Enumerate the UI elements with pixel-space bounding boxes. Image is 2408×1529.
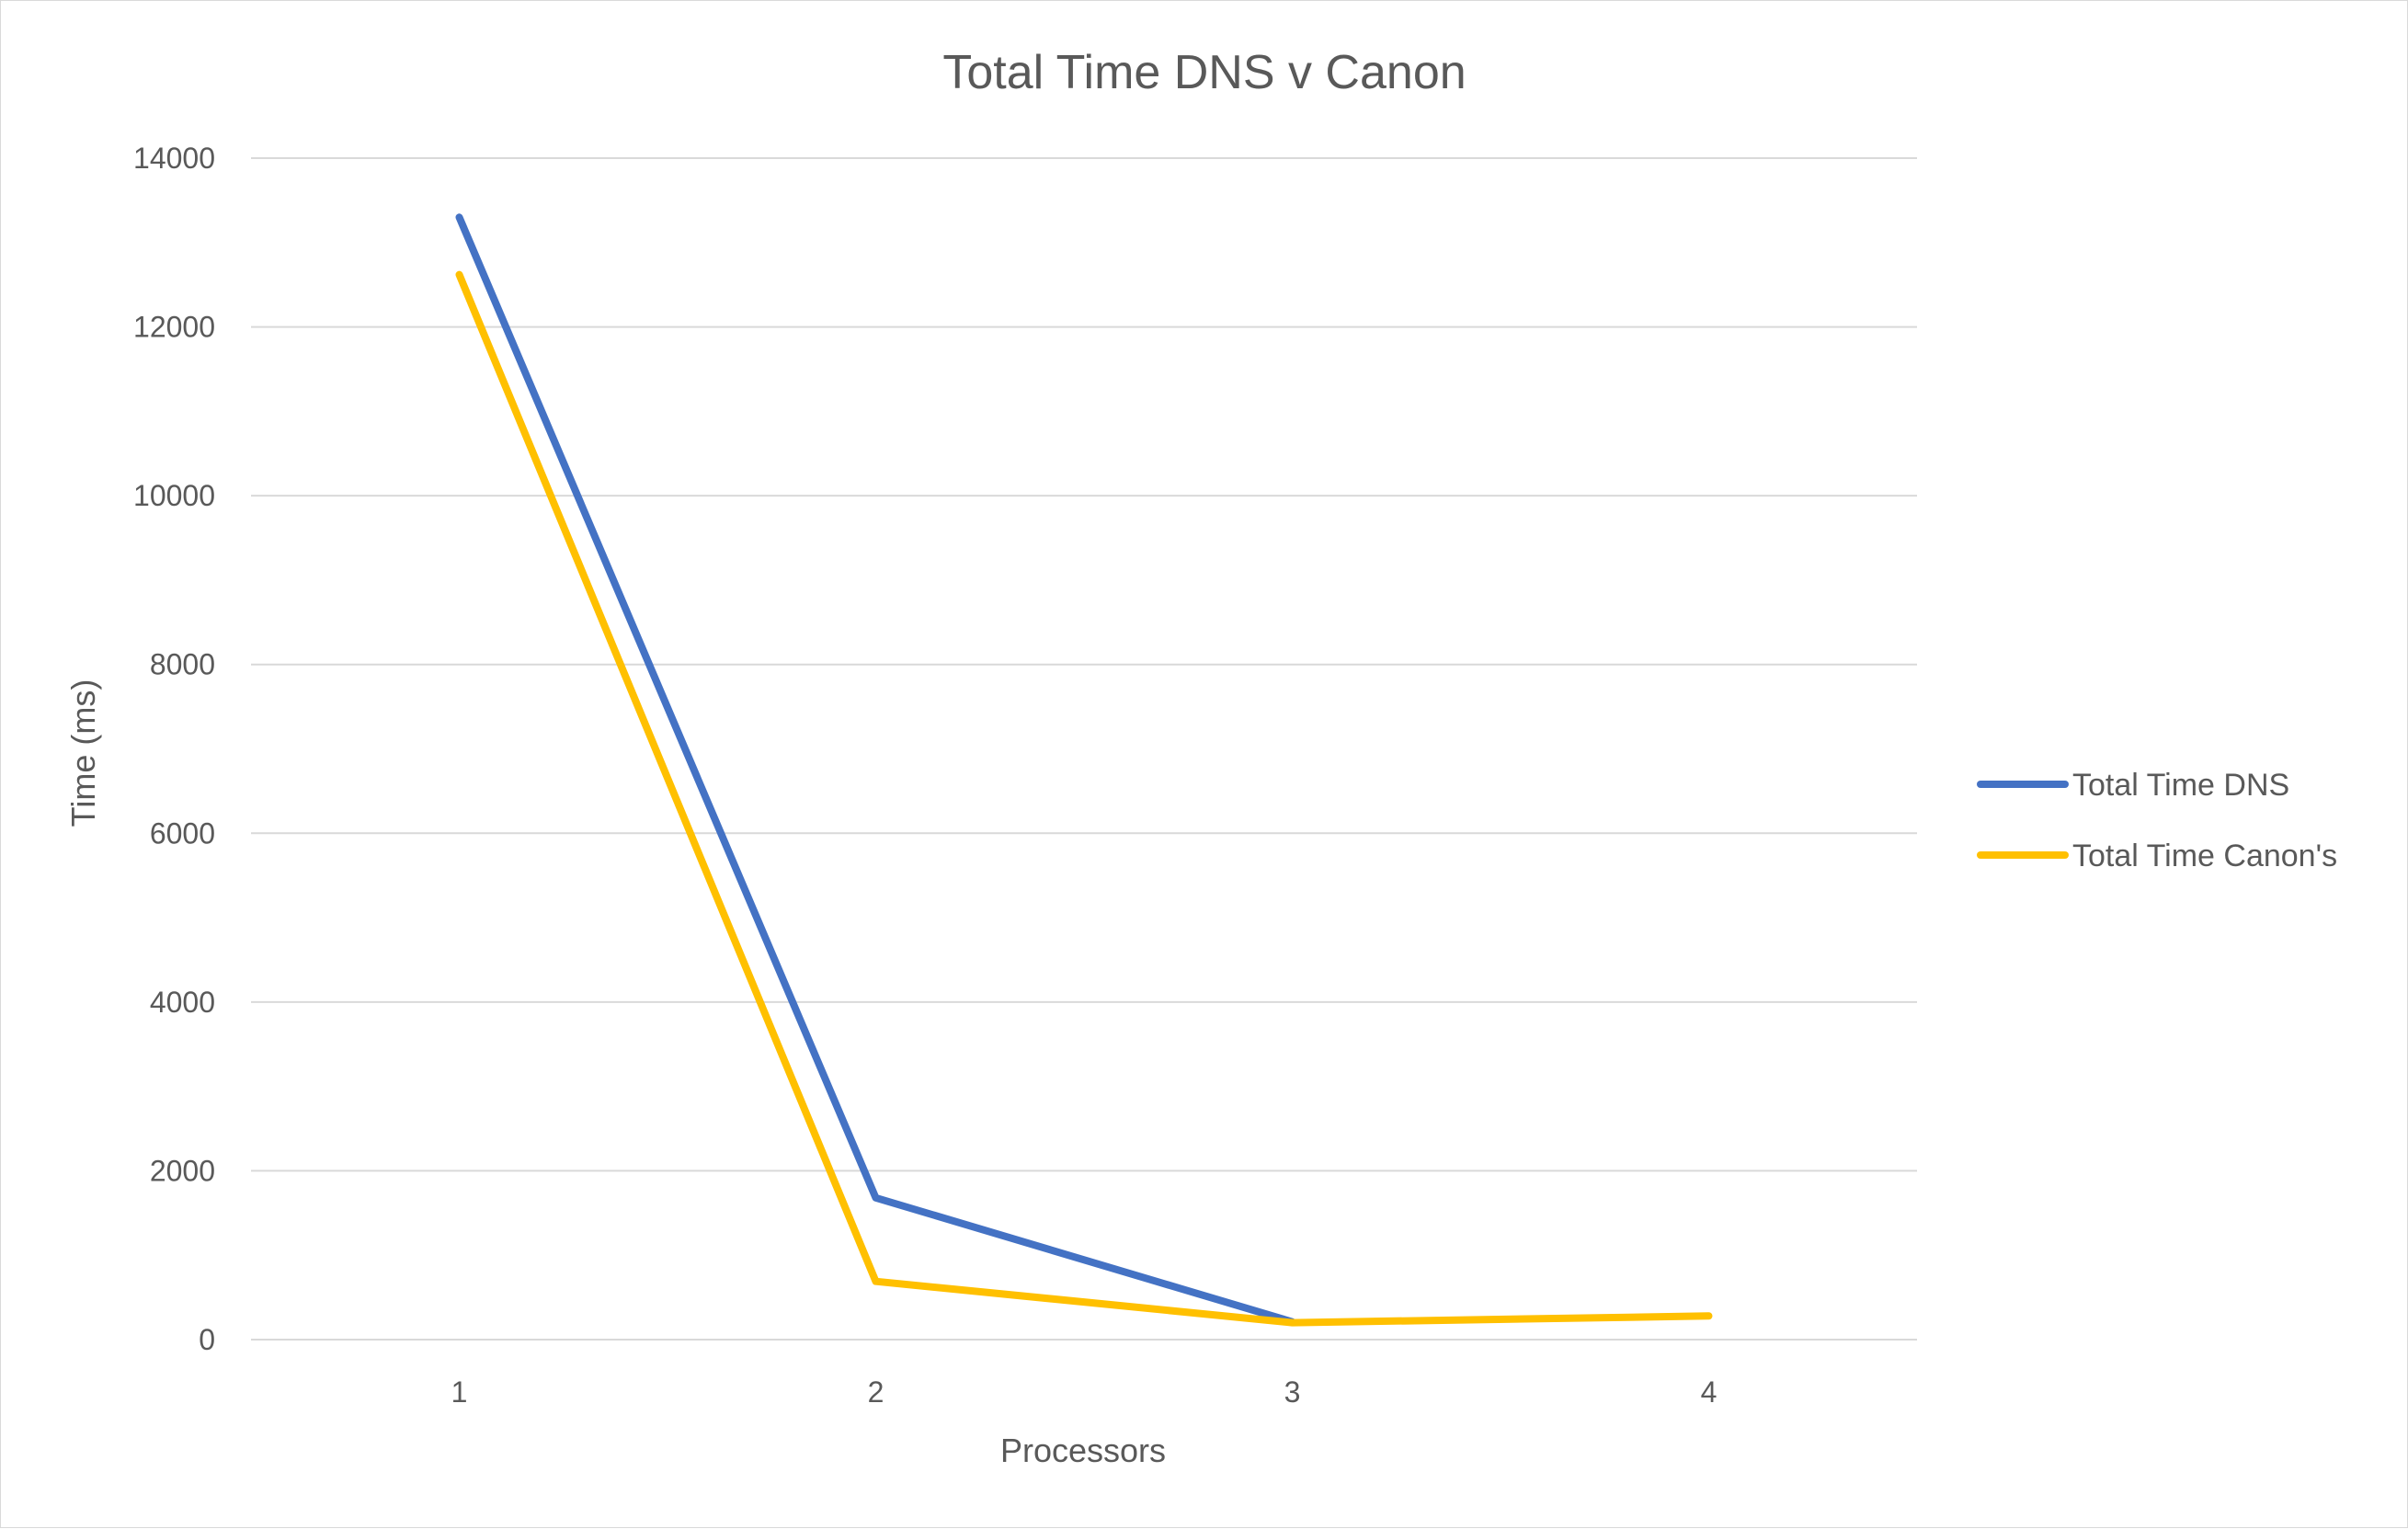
- y-axis-title: Time (ms): [64, 679, 102, 827]
- plot-gridlines: [251, 157, 1917, 1341]
- y-tick-label: 10000: [133, 479, 215, 512]
- y-tick-label: 14000: [133, 142, 215, 175]
- y-tick-label: 0: [199, 1323, 215, 1356]
- y-tick-label: 8000: [150, 648, 215, 681]
- chart-title: Total Time DNS v Canon: [942, 46, 1466, 99]
- y-tick-label: 6000: [150, 816, 215, 850]
- series-line-0: [455, 213, 1296, 1326]
- x-axis-title: Processors: [1000, 1432, 1166, 1469]
- y-tick-label: 12000: [133, 311, 215, 344]
- legend-label: Total Time DNS: [2072, 768, 2289, 803]
- y-tick-label: 4000: [150, 986, 215, 1019]
- x-tick-label: 4: [1701, 1375, 1718, 1409]
- y-tick-label: 2000: [150, 1154, 215, 1187]
- y-tick-labels: 0 2000 4000 6000 8000 10000 12000 14000: [133, 142, 215, 1356]
- series-line-1: [455, 270, 1713, 1327]
- legend-label: Total Time Canon's: [2072, 839, 2337, 873]
- legend: Total Time DNS Total Time Canon's: [1977, 768, 2337, 873]
- series-lines: [455, 213, 1713, 1327]
- x-tick-label: 2: [868, 1375, 884, 1409]
- x-tick-label: 3: [1284, 1375, 1301, 1409]
- x-tick-label: 1: [451, 1375, 468, 1409]
- x-tick-labels: 1 2 3 4: [451, 1375, 1718, 1409]
